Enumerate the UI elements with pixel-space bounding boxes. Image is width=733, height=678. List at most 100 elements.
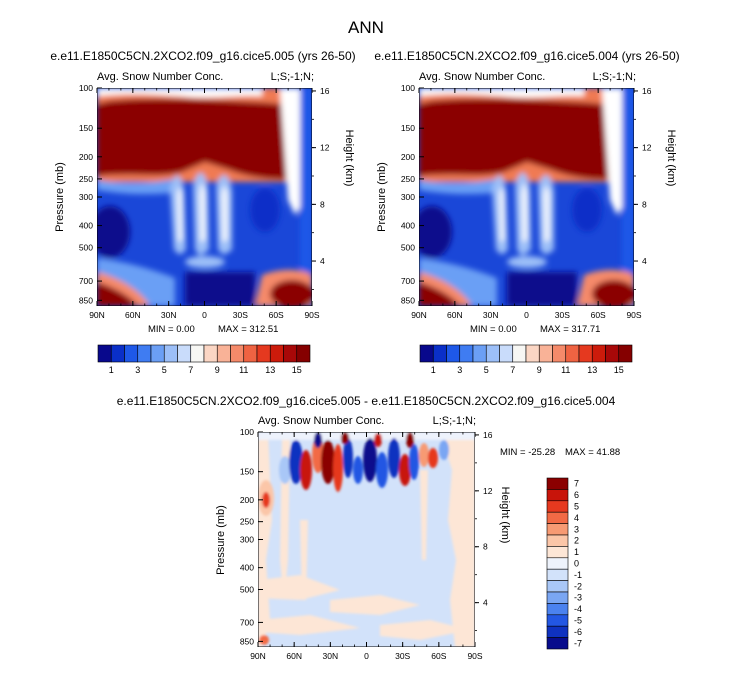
colorbar-label: -1: [574, 570, 582, 580]
panel-1: e.e11.E1850C5CN.2XCO2.f09_g16.cice5.005 …: [50, 49, 355, 375]
y-tick-label: 250: [79, 174, 93, 184]
colorbar-swatch: [546, 591, 569, 604]
x-tick-label: 60S: [591, 310, 606, 320]
panel-3: e.e11.E1850C5CN.2XCO2.f09_g16.cice5.005 …: [117, 394, 620, 661]
colorbar-swatch: [124, 344, 139, 363]
panel-3-ylabel: Pressure (mb): [215, 505, 227, 575]
colorbar-swatch: [546, 637, 569, 650]
x-tick-label: 60N: [447, 310, 463, 320]
x-tick-label: 60N: [286, 651, 302, 661]
colorbar-swatch: [472, 344, 487, 363]
y-tick-label: 250: [401, 174, 415, 184]
colorbar-swatch: [216, 344, 231, 363]
colorbar-swatch: [546, 568, 569, 581]
colorbar-label: -3: [574, 593, 582, 603]
panel-3-ylabel-right: Height (km): [499, 487, 511, 544]
panel-2-subtitle-right: L;S;-1;N;: [593, 71, 636, 83]
colorbar-label: 2: [574, 536, 579, 546]
y-tick-label: 300: [79, 192, 93, 202]
y-tick-label: 200: [240, 495, 254, 505]
panel-2-subtitle-left: Avg. Snow Number Conc.: [419, 71, 545, 83]
x-tick-label: 60N: [125, 310, 141, 320]
panel-2-field: [419, 88, 634, 306]
panel-3-colorbar: 76 543 21 0-1-2 -3-4 -5-6-7: [546, 477, 582, 650]
panel-1-subtitle-left: Avg. Snow Number Conc.: [97, 71, 223, 83]
colorbar-swatch: [546, 500, 569, 513]
panel-2-ylabel: Pressure (mb): [376, 162, 388, 232]
x-tick-label: 30S: [395, 651, 410, 661]
colorbar-label: 5: [574, 502, 579, 512]
panel-3-min: MIN = -25.28: [500, 447, 555, 458]
colorbar-swatch: [546, 614, 569, 627]
colorbar-swatch: [110, 344, 125, 363]
y-tick-label: 300: [240, 535, 254, 545]
colorbar-swatch: [512, 344, 527, 363]
colorbar-swatch: [256, 344, 271, 363]
panel-1-min: MIN = 0.00: [148, 324, 195, 335]
colorbar-label: 5: [162, 365, 167, 375]
colorbar-swatch: [419, 344, 434, 363]
y-tick-label: 700: [240, 617, 254, 627]
colorbar-swatch: [296, 344, 311, 363]
y-tick-label: 850: [240, 636, 254, 646]
y-right-tick-label: 4: [642, 256, 647, 266]
colorbar-label: 15: [292, 365, 302, 375]
colorbar-swatch: [499, 344, 514, 363]
colorbar-swatch: [605, 344, 620, 363]
colorbar-swatch: [546, 625, 569, 638]
panel-2-min: MIN = 0.00: [470, 324, 517, 335]
y-tick-label: 100: [79, 83, 93, 93]
colorbar-label: -7: [574, 638, 582, 648]
x-tick-label: 30N: [323, 651, 339, 661]
colorbar-label: 3: [574, 524, 579, 534]
y-tick-label: 700: [401, 276, 415, 286]
colorbar-label: -5: [574, 616, 582, 626]
colorbar-swatch: [546, 523, 569, 536]
colorbar-swatch: [459, 344, 474, 363]
y-tick-label: 400: [240, 563, 254, 573]
colorbar-swatch: [283, 344, 298, 363]
panel-3-max: MAX = 41.88: [565, 447, 620, 458]
colorbar-swatch: [97, 344, 112, 363]
colorbar-label: 1: [431, 365, 436, 375]
figure-title: ANN: [348, 18, 384, 37]
colorbar-label: 7: [188, 365, 193, 375]
panel-2-title: e.e11.E1850C5CN.2XCO2.f09_g16.cice5.004 …: [374, 49, 679, 63]
panel-1-field: [97, 88, 312, 306]
panel-1-colorbar: 1 3 5 7 9 11 13 15: [97, 344, 311, 375]
y-right-tick-label: 12: [642, 143, 652, 153]
colorbar-label: 15: [614, 365, 624, 375]
x-tick-label: 60S: [431, 651, 446, 661]
colorbar-swatch: [546, 557, 569, 570]
y-right-tick-label: 16: [320, 86, 330, 96]
colorbar-label: 3: [135, 365, 140, 375]
colorbar-label: 6: [574, 490, 579, 500]
y-right-tick-label: 4: [483, 598, 488, 608]
y-right-tick-label: 4: [320, 256, 325, 266]
colorbar-label: 3: [457, 365, 462, 375]
colorbar-swatch: [230, 344, 245, 363]
y-tick-label: 500: [240, 584, 254, 594]
panel-2-axes: 90N 60N 30N 0 30S 60S 90S 100 150 200 250 300 400 500…: [401, 83, 652, 320]
y-right-tick-label: 8: [642, 199, 647, 209]
colorbar-swatch: [546, 580, 569, 593]
colorbar-label: 13: [587, 365, 597, 375]
colorbar-swatch: [243, 344, 258, 363]
x-tick-label: 90S: [304, 310, 319, 320]
colorbar-swatch: [432, 344, 447, 363]
colorbar-label: 9: [215, 365, 220, 375]
colorbar-label: 1: [109, 365, 114, 375]
panel-3-title: e.e11.E1850C5CN.2XCO2.f09_g16.cice5.005 …: [117, 394, 616, 408]
colorbar-swatch: [546, 603, 569, 616]
y-tick-label: 400: [79, 221, 93, 231]
panel-1-title: e.e11.E1850C5CN.2XCO2.f09_g16.cice5.005 …: [50, 49, 355, 63]
y-tick-label: 850: [79, 295, 93, 305]
y-right-tick-label: 12: [320, 143, 330, 153]
colorbar-swatch: [269, 344, 284, 363]
colorbar-swatch: [546, 477, 569, 490]
panel-1-max: MAX = 312.51: [218, 324, 278, 335]
colorbar-swatch: [177, 344, 192, 363]
colorbar-label: 7: [574, 479, 579, 489]
panel-3-axes: 90N 60N 30N 0 30S 60S 90S 100 150 200 250 300 400 500…: [240, 427, 493, 661]
x-tick-label: 90S: [467, 651, 482, 661]
